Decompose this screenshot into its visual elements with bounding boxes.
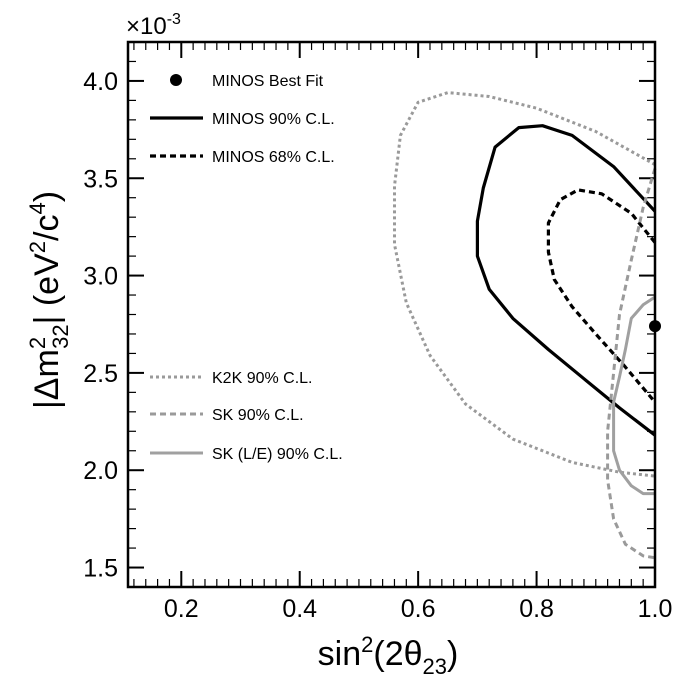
series-layer — [393, 91, 661, 560]
legend-label: MINOS 68% C.L. — [212, 149, 335, 166]
x-tick-label: 0.6 — [401, 595, 436, 623]
series-contour-2 — [393, 91, 656, 478]
legend-label: SK (L/E) 90% C.L. — [212, 446, 343, 463]
x-tick-label: 0.4 — [282, 595, 317, 623]
y-axis-title: |Δm232| (eV2/c4) — [25, 191, 73, 409]
x-tick-label: 0.2 — [164, 595, 199, 623]
series-contour-0 — [475, 124, 657, 437]
legend: MINOS Best Fit MINOS 90% C.L. MINOS 68% C.… — [150, 73, 343, 463]
y-tick-label: 1.5 — [83, 555, 118, 583]
legend-label: MINOS 90% C.L. — [212, 111, 335, 128]
y-multiplier: ×10-3 — [126, 11, 181, 40]
y-tick-label: 2.5 — [83, 360, 118, 388]
y-tick-label: 3.0 — [83, 263, 118, 291]
x-axis-title: sin2(2θ23) — [318, 632, 459, 679]
series-contour-3 — [606, 168, 657, 560]
x-tick-label: 1.0 — [638, 595, 673, 623]
x-tick-label: 0.8 — [519, 595, 554, 623]
legend-label: K2K 90% C.L. — [212, 370, 313, 387]
legend-marker-dot — [170, 74, 182, 86]
series-contour-4 — [612, 295, 656, 496]
plot-frame — [126, 40, 657, 589]
legend-label: SK 90% C.L. — [212, 407, 304, 424]
y-tick-label: 4.0 — [83, 68, 118, 96]
y-tick-label: 2.0 — [83, 457, 118, 485]
axis-ticks: 0.2 0.4 0.6 0.8 1.0 1.5 2.0 2.5 3.0 3.5 4.0 — [83, 41, 673, 623]
legend-label: MINOS Best Fit — [212, 73, 324, 90]
y-tick-label: 3.5 — [83, 165, 118, 193]
